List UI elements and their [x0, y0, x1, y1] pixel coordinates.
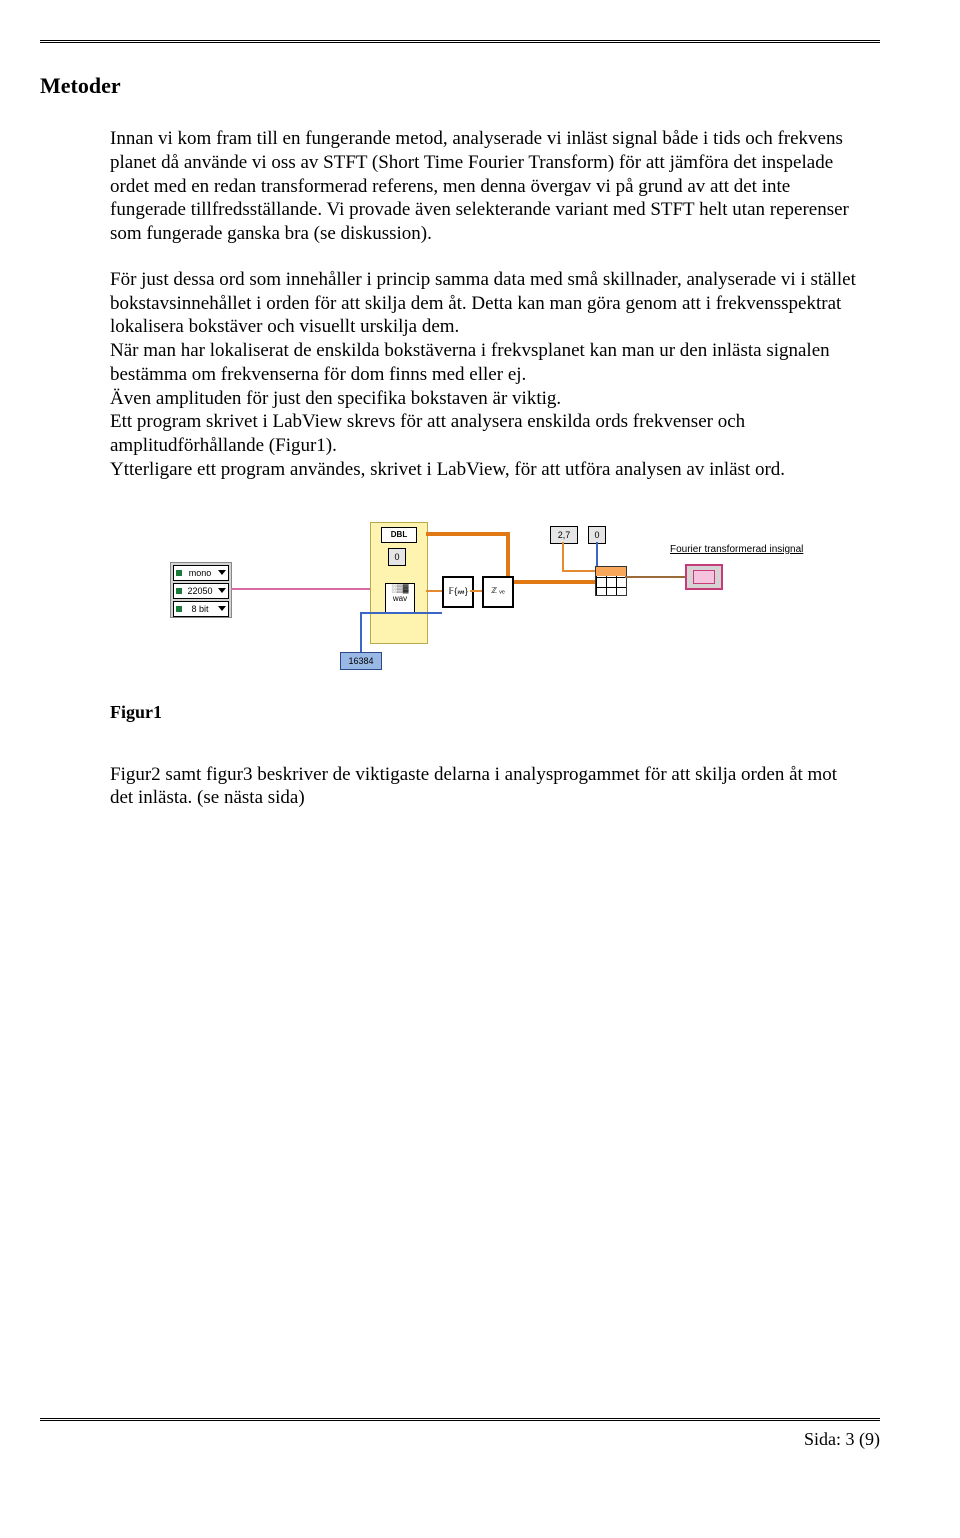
constant-2-7: 2,7	[550, 526, 578, 544]
zero-constant-top: 0	[388, 548, 406, 566]
paragraph-5: Ett program skrivet i LabView skrevs för…	[110, 410, 860, 458]
page-number: Sida: 3 (9)	[40, 1429, 880, 1450]
wire-cluster-to-block	[231, 588, 370, 590]
dropdown-icon	[218, 588, 226, 593]
labview-diagram: mono 22050 8 bit DBL ░▒▓wav	[110, 512, 810, 662]
wire-conv-to-output	[625, 576, 685, 578]
processing-icon: ░▒▓wav	[385, 583, 415, 613]
transform-node: ℤ ᵥₑ	[482, 576, 514, 608]
config-dot-icon	[176, 588, 182, 594]
wire-16384-up	[360, 612, 362, 652]
conv-orange-strip	[596, 567, 626, 576]
dbl-tag: DBL	[381, 527, 417, 543]
bottom-rule	[40, 1418, 880, 1421]
config-rate-label: 22050	[187, 586, 212, 596]
output-indicator-inner	[693, 570, 715, 584]
config-mode-label: mono	[189, 568, 212, 578]
output-indicator	[685, 564, 723, 590]
section-heading: Metoder	[40, 73, 880, 99]
config-dot-icon	[176, 570, 182, 576]
fft-node: 𝔽{𝓂}	[442, 576, 474, 608]
output-label: Fourier transformerad insignal	[670, 544, 803, 555]
paragraph-6: Ytterligare ett program användes, skrive…	[110, 458, 860, 482]
yellow-processing-block: DBL ░▒▓wav	[370, 522, 428, 644]
config-dot-icon	[176, 606, 182, 612]
dropdown-icon	[218, 606, 226, 611]
figure1-caption: Figur1	[110, 702, 880, 723]
config-bits-row: 8 bit	[173, 601, 229, 617]
wire-yellow-to-fn1	[426, 590, 442, 592]
document-page: Metoder Innan vi kom fram till en funger…	[0, 0, 960, 1480]
wire-fn1-to-fn2	[470, 590, 482, 592]
config-rate-row: 22050	[173, 583, 229, 599]
wire-16384-right	[360, 612, 442, 614]
paragraph-after-figure: Figur2 samt figur3 beskriver de viktigas…	[110, 763, 860, 811]
wire-0-down	[596, 542, 598, 566]
page-footer: Sida: 3 (9)	[40, 1418, 880, 1450]
wire-orange-main-2	[506, 532, 510, 582]
wire-27-down	[562, 542, 564, 570]
config-bits-label: 8 bit	[191, 604, 208, 614]
config-cluster: mono 22050 8 bit	[170, 562, 232, 618]
paragraph-3: När man har lokaliserat de enskilda boks…	[110, 339, 860, 387]
wire-orange-main-1	[426, 532, 506, 536]
config-mode-row: mono	[173, 565, 229, 581]
paragraph-4: Även amplituden för just den specifika b…	[110, 387, 860, 411]
dropdown-icon	[218, 570, 226, 575]
constant-16384: 16384	[340, 652, 382, 670]
wire-27-right	[562, 570, 595, 572]
top-rule	[40, 40, 880, 43]
paragraph-1: Innan vi kom fram till en fungerande met…	[110, 127, 860, 246]
paragraph-2: För just dessa ord som innehåller i prin…	[110, 268, 860, 339]
figure1-diagram: mono 22050 8 bit DBL ░▒▓wav	[110, 512, 880, 682]
wire-orange-main-3	[506, 580, 595, 584]
conversion-node	[595, 566, 627, 596]
